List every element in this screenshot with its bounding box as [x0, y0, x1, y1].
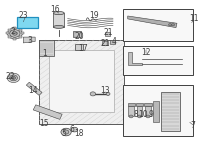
Bar — [144, 103, 152, 106]
Circle shape — [7, 28, 22, 39]
Bar — [19, 36, 22, 38]
Text: 22: 22 — [6, 72, 15, 81]
Circle shape — [12, 76, 15, 79]
Polygon shape — [33, 105, 62, 119]
Text: 7: 7 — [190, 121, 195, 130]
Text: 16: 16 — [51, 5, 60, 14]
Bar — [74, 32, 80, 36]
Bar — [53, 13, 64, 27]
Bar — [128, 103, 135, 106]
Text: 15: 15 — [39, 119, 48, 128]
Polygon shape — [23, 37, 35, 43]
Circle shape — [61, 128, 71, 136]
Text: 14: 14 — [28, 86, 38, 95]
Bar — [123, 9, 193, 41]
Bar — [49, 50, 114, 112]
Bar — [8, 36, 11, 38]
Bar — [17, 17, 38, 28]
Text: 10: 10 — [139, 110, 148, 119]
Circle shape — [129, 115, 133, 118]
Text: 21: 21 — [100, 39, 110, 48]
Bar — [161, 92, 180, 131]
Text: 1: 1 — [43, 49, 47, 58]
Bar — [13, 38, 16, 40]
Circle shape — [63, 130, 69, 134]
Text: 20: 20 — [75, 32, 84, 41]
Circle shape — [171, 24, 175, 26]
Polygon shape — [26, 82, 42, 95]
Bar — [13, 27, 16, 29]
Text: 21: 21 — [103, 27, 113, 36]
Bar — [128, 106, 134, 116]
Text: 2: 2 — [11, 27, 15, 36]
Bar — [137, 106, 142, 116]
Text: 6: 6 — [70, 125, 75, 134]
Circle shape — [138, 115, 142, 118]
Text: 9: 9 — [148, 110, 153, 119]
Text: 23: 23 — [19, 11, 28, 20]
Circle shape — [169, 24, 172, 26]
Circle shape — [146, 115, 150, 118]
Bar — [39, 40, 54, 56]
Text: 11: 11 — [189, 14, 198, 23]
Bar — [8, 29, 11, 31]
Text: 19: 19 — [89, 11, 99, 20]
Text: 18: 18 — [74, 129, 83, 138]
Bar — [73, 31, 81, 37]
Text: 12: 12 — [142, 48, 151, 57]
Circle shape — [10, 75, 17, 81]
Text: 3: 3 — [27, 36, 32, 45]
Bar — [39, 40, 124, 124]
Circle shape — [106, 92, 110, 95]
Text: 5: 5 — [61, 129, 66, 138]
Text: 8: 8 — [133, 110, 138, 119]
Polygon shape — [128, 16, 177, 28]
Text: 13: 13 — [100, 86, 110, 95]
Circle shape — [10, 30, 20, 37]
Ellipse shape — [53, 11, 64, 15]
Bar — [21, 32, 24, 35]
Bar — [102, 41, 108, 45]
Circle shape — [90, 92, 96, 96]
Bar — [136, 103, 143, 106]
Circle shape — [13, 32, 17, 35]
Bar — [145, 106, 151, 116]
Polygon shape — [128, 52, 142, 66]
Polygon shape — [153, 101, 159, 122]
Circle shape — [7, 73, 20, 82]
Ellipse shape — [53, 25, 64, 28]
Text: 17: 17 — [78, 44, 88, 53]
Bar — [110, 40, 115, 44]
Bar — [75, 44, 83, 50]
Circle shape — [71, 127, 78, 132]
Bar — [123, 46, 193, 75]
Text: 4: 4 — [112, 37, 116, 46]
Bar — [123, 85, 193, 136]
Bar — [19, 29, 22, 31]
Bar — [6, 32, 9, 35]
Bar — [105, 32, 110, 36]
